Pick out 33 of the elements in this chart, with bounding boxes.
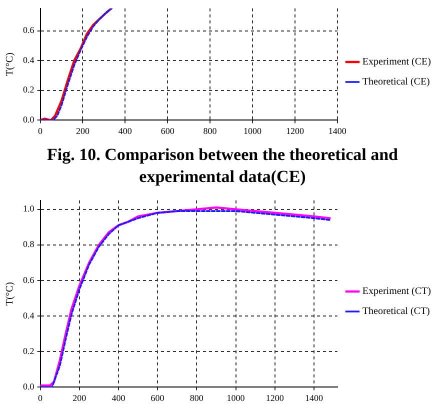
x-tick-label: 400 <box>112 392 126 403</box>
y-tick-label: 0.0 <box>23 382 35 392</box>
x-tick-label: 1200 <box>266 392 284 403</box>
x-tick-label: 800 <box>203 126 218 136</box>
y-tick-label: 1.0 <box>23 204 35 214</box>
x-tick-label: 1000 <box>226 392 246 403</box>
y-axis-title: T(°C) <box>4 282 16 306</box>
y-tick-label: 0.0 <box>23 114 35 125</box>
x-tick-label: 400 <box>118 126 132 136</box>
x-tick-label: 1400 <box>304 392 324 403</box>
x-tick-label: 1200 <box>286 126 304 136</box>
x-tick-label: 1000 <box>244 126 262 136</box>
x-tick-label: 600 <box>150 392 165 403</box>
y-tick-label: 0.2 <box>23 346 34 356</box>
x-tick-label: 200 <box>72 392 87 403</box>
legend-label: Theoretical (CE) <box>362 76 430 88</box>
y-axis-title: T(°C) <box>4 52 16 76</box>
caption: Fig. 10. Comparison between the theoretical and experimental data(CE) <box>46 144 399 188</box>
y-tick-label: 0.6 <box>23 274 35 285</box>
x-tick-label: 600 <box>160 126 175 136</box>
y-tick-label: 0.2 <box>23 84 34 95</box>
x-tick-label: 200 <box>76 126 90 136</box>
legend-label: Theoretical (CT) <box>362 306 430 318</box>
y-tick-label: 0.6 <box>23 25 35 36</box>
y-tick-label: 0.8 <box>23 239 35 250</box>
x-tick-label: 1400 <box>328 126 347 136</box>
legend-label: Experiment (CT) <box>362 286 432 298</box>
y-tick-label: 0.4 <box>23 310 35 320</box>
x-tick-label: 800 <box>190 392 204 403</box>
y-tick-label: 0.4 <box>23 54 35 65</box>
x-tick-label: 0 <box>38 392 43 403</box>
legend-label: Experiment (CE) <box>362 56 432 68</box>
x-tick-label: 0 <box>38 126 43 136</box>
